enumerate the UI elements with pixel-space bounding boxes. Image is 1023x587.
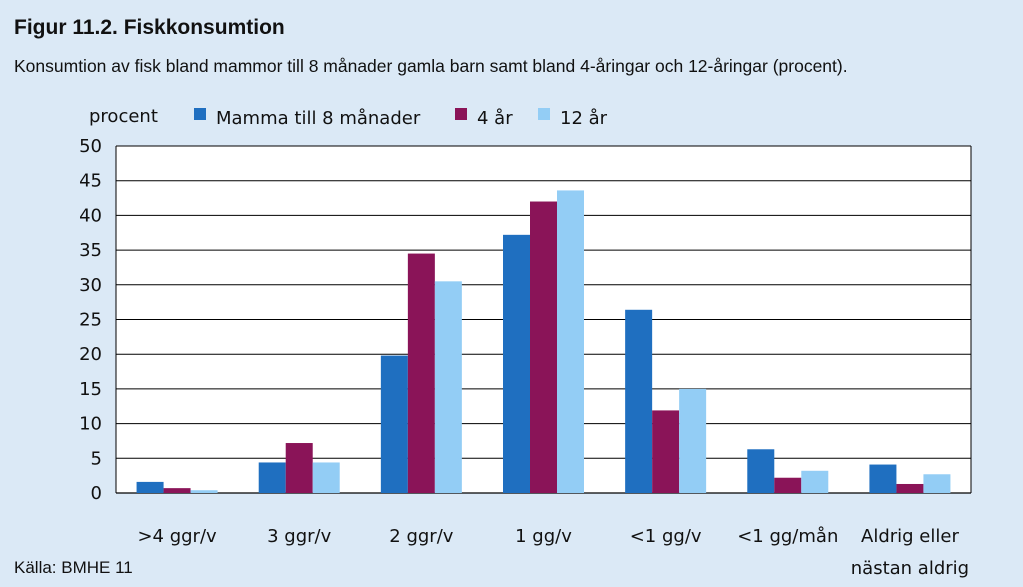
y-tick-label: 40: [79, 205, 102, 226]
bar: [679, 388, 707, 493]
legend-swatch: [194, 108, 206, 120]
y-tick-label: 30: [79, 275, 102, 296]
bar: [258, 462, 286, 493]
bar: [380, 355, 408, 493]
y-tick-label: 35: [79, 240, 102, 261]
x-tick-label: Aldrig eller nästan aldrig: [851, 526, 969, 579]
x-tick-label: <1 gg/mån: [737, 526, 838, 547]
bar: [285, 443, 313, 493]
figure-title: Figur 11.2. Fiskkonsumtion: [14, 16, 285, 39]
y-tick-label: 25: [79, 310, 102, 331]
bar: [923, 474, 951, 493]
bar: [625, 309, 653, 493]
x-tick-label: 1 gg/v: [515, 526, 572, 547]
bar: [774, 477, 802, 493]
bar: [190, 490, 218, 493]
y-tick-label: 50: [79, 136, 102, 157]
bar: [896, 483, 924, 493]
y-axis-label: procent: [89, 106, 158, 127]
y-tick-label: 5: [91, 448, 102, 469]
x-tick-label: <1 gg/v: [630, 526, 702, 547]
bar: [747, 449, 775, 493]
bar: [801, 470, 829, 493]
y-tick-label: 10: [79, 414, 102, 435]
bar: [312, 462, 340, 493]
legend-swatch: [538, 108, 550, 120]
x-tick-label: >4 ggr/v: [137, 526, 217, 547]
legend-label: 4 år: [477, 108, 513, 129]
x-tick-label: 3 ggr/v: [267, 526, 331, 547]
bar: [136, 481, 164, 493]
figure-subtitle: Konsumtion av fisk bland mammor till 8 m…: [14, 56, 848, 76]
bar: [557, 190, 584, 493]
legend-label: Mamma till 8 månader: [216, 108, 421, 129]
x-tick-label: 2 ggr/v: [389, 526, 453, 547]
bar: [163, 488, 191, 493]
y-tick-label: 15: [79, 379, 102, 400]
source-note: Källa: BMHE 11: [14, 558, 133, 577]
bar: [503, 234, 530, 493]
legend-swatch: [455, 108, 467, 120]
bar: [652, 410, 680, 493]
bar: [434, 281, 462, 493]
bar: [869, 464, 897, 493]
y-tick-label: 0: [91, 483, 102, 504]
y-tick-label: 20: [79, 344, 102, 365]
legend-label: 12 år: [560, 108, 608, 129]
y-tick-label: 45: [79, 171, 102, 192]
bar: [407, 253, 435, 493]
bar: [530, 201, 557, 493]
